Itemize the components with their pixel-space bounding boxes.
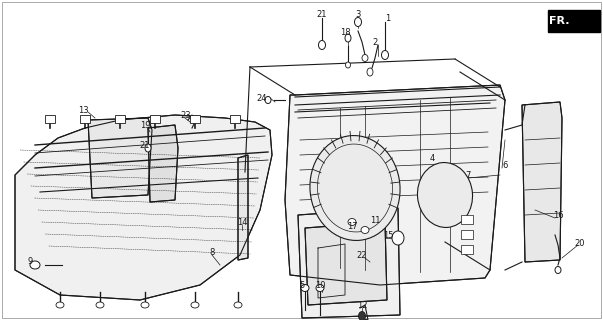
Bar	[461, 215, 473, 224]
Ellipse shape	[141, 302, 149, 308]
Ellipse shape	[367, 68, 373, 76]
Text: 12: 12	[357, 301, 367, 310]
Text: 17: 17	[347, 221, 358, 230]
Ellipse shape	[96, 302, 104, 308]
Text: 7: 7	[466, 171, 471, 180]
Text: 9: 9	[27, 258, 33, 267]
Polygon shape	[298, 208, 400, 318]
Bar	[190, 115, 200, 123]
Ellipse shape	[345, 34, 351, 42]
Ellipse shape	[145, 144, 151, 152]
Text: FR.: FR.	[549, 16, 569, 26]
Ellipse shape	[417, 163, 473, 228]
Text: 24: 24	[257, 93, 267, 102]
Bar	[230, 115, 240, 123]
Ellipse shape	[30, 261, 40, 269]
Ellipse shape	[392, 231, 404, 245]
Text: 19: 19	[140, 121, 150, 130]
Text: 10: 10	[315, 281, 325, 290]
Text: 2: 2	[373, 37, 377, 46]
Bar	[115, 115, 125, 123]
Polygon shape	[572, 12, 592, 30]
Bar	[150, 115, 160, 123]
Ellipse shape	[355, 18, 362, 27]
Text: 3: 3	[355, 10, 361, 19]
Polygon shape	[15, 115, 272, 300]
Ellipse shape	[56, 302, 64, 308]
Text: 13: 13	[78, 106, 88, 115]
Polygon shape	[238, 155, 248, 260]
Bar	[461, 245, 473, 254]
Bar	[45, 115, 55, 123]
Text: 1: 1	[385, 13, 391, 22]
Bar	[548, 10, 600, 32]
Bar	[80, 115, 90, 123]
Text: 18: 18	[339, 28, 350, 36]
Ellipse shape	[346, 62, 350, 68]
Ellipse shape	[265, 97, 271, 103]
Text: 11: 11	[370, 215, 380, 225]
Text: 16: 16	[553, 211, 563, 220]
Text: 5: 5	[299, 281, 305, 290]
Ellipse shape	[234, 302, 242, 308]
Ellipse shape	[316, 284, 324, 292]
Ellipse shape	[362, 54, 368, 61]
Polygon shape	[522, 102, 562, 262]
Text: 21: 21	[317, 10, 327, 19]
Polygon shape	[305, 222, 387, 305]
Text: 22: 22	[357, 251, 367, 260]
Ellipse shape	[301, 284, 309, 292]
Ellipse shape	[359, 311, 365, 320]
Ellipse shape	[555, 267, 561, 274]
Text: 4: 4	[429, 154, 435, 163]
Polygon shape	[285, 85, 505, 285]
Ellipse shape	[310, 136, 400, 240]
Text: 8: 8	[209, 247, 215, 257]
Polygon shape	[88, 118, 152, 198]
Ellipse shape	[348, 219, 356, 226]
Ellipse shape	[361, 227, 369, 234]
Ellipse shape	[318, 41, 326, 50]
Text: 23: 23	[181, 110, 191, 119]
Text: 14: 14	[237, 218, 247, 227]
Text: 6: 6	[502, 161, 508, 170]
Text: 20: 20	[575, 238, 586, 247]
Text: 21: 21	[140, 140, 150, 149]
Text: 15: 15	[383, 230, 393, 239]
Ellipse shape	[382, 51, 388, 60]
Polygon shape	[148, 125, 178, 202]
Ellipse shape	[191, 302, 199, 308]
Bar	[461, 230, 473, 239]
